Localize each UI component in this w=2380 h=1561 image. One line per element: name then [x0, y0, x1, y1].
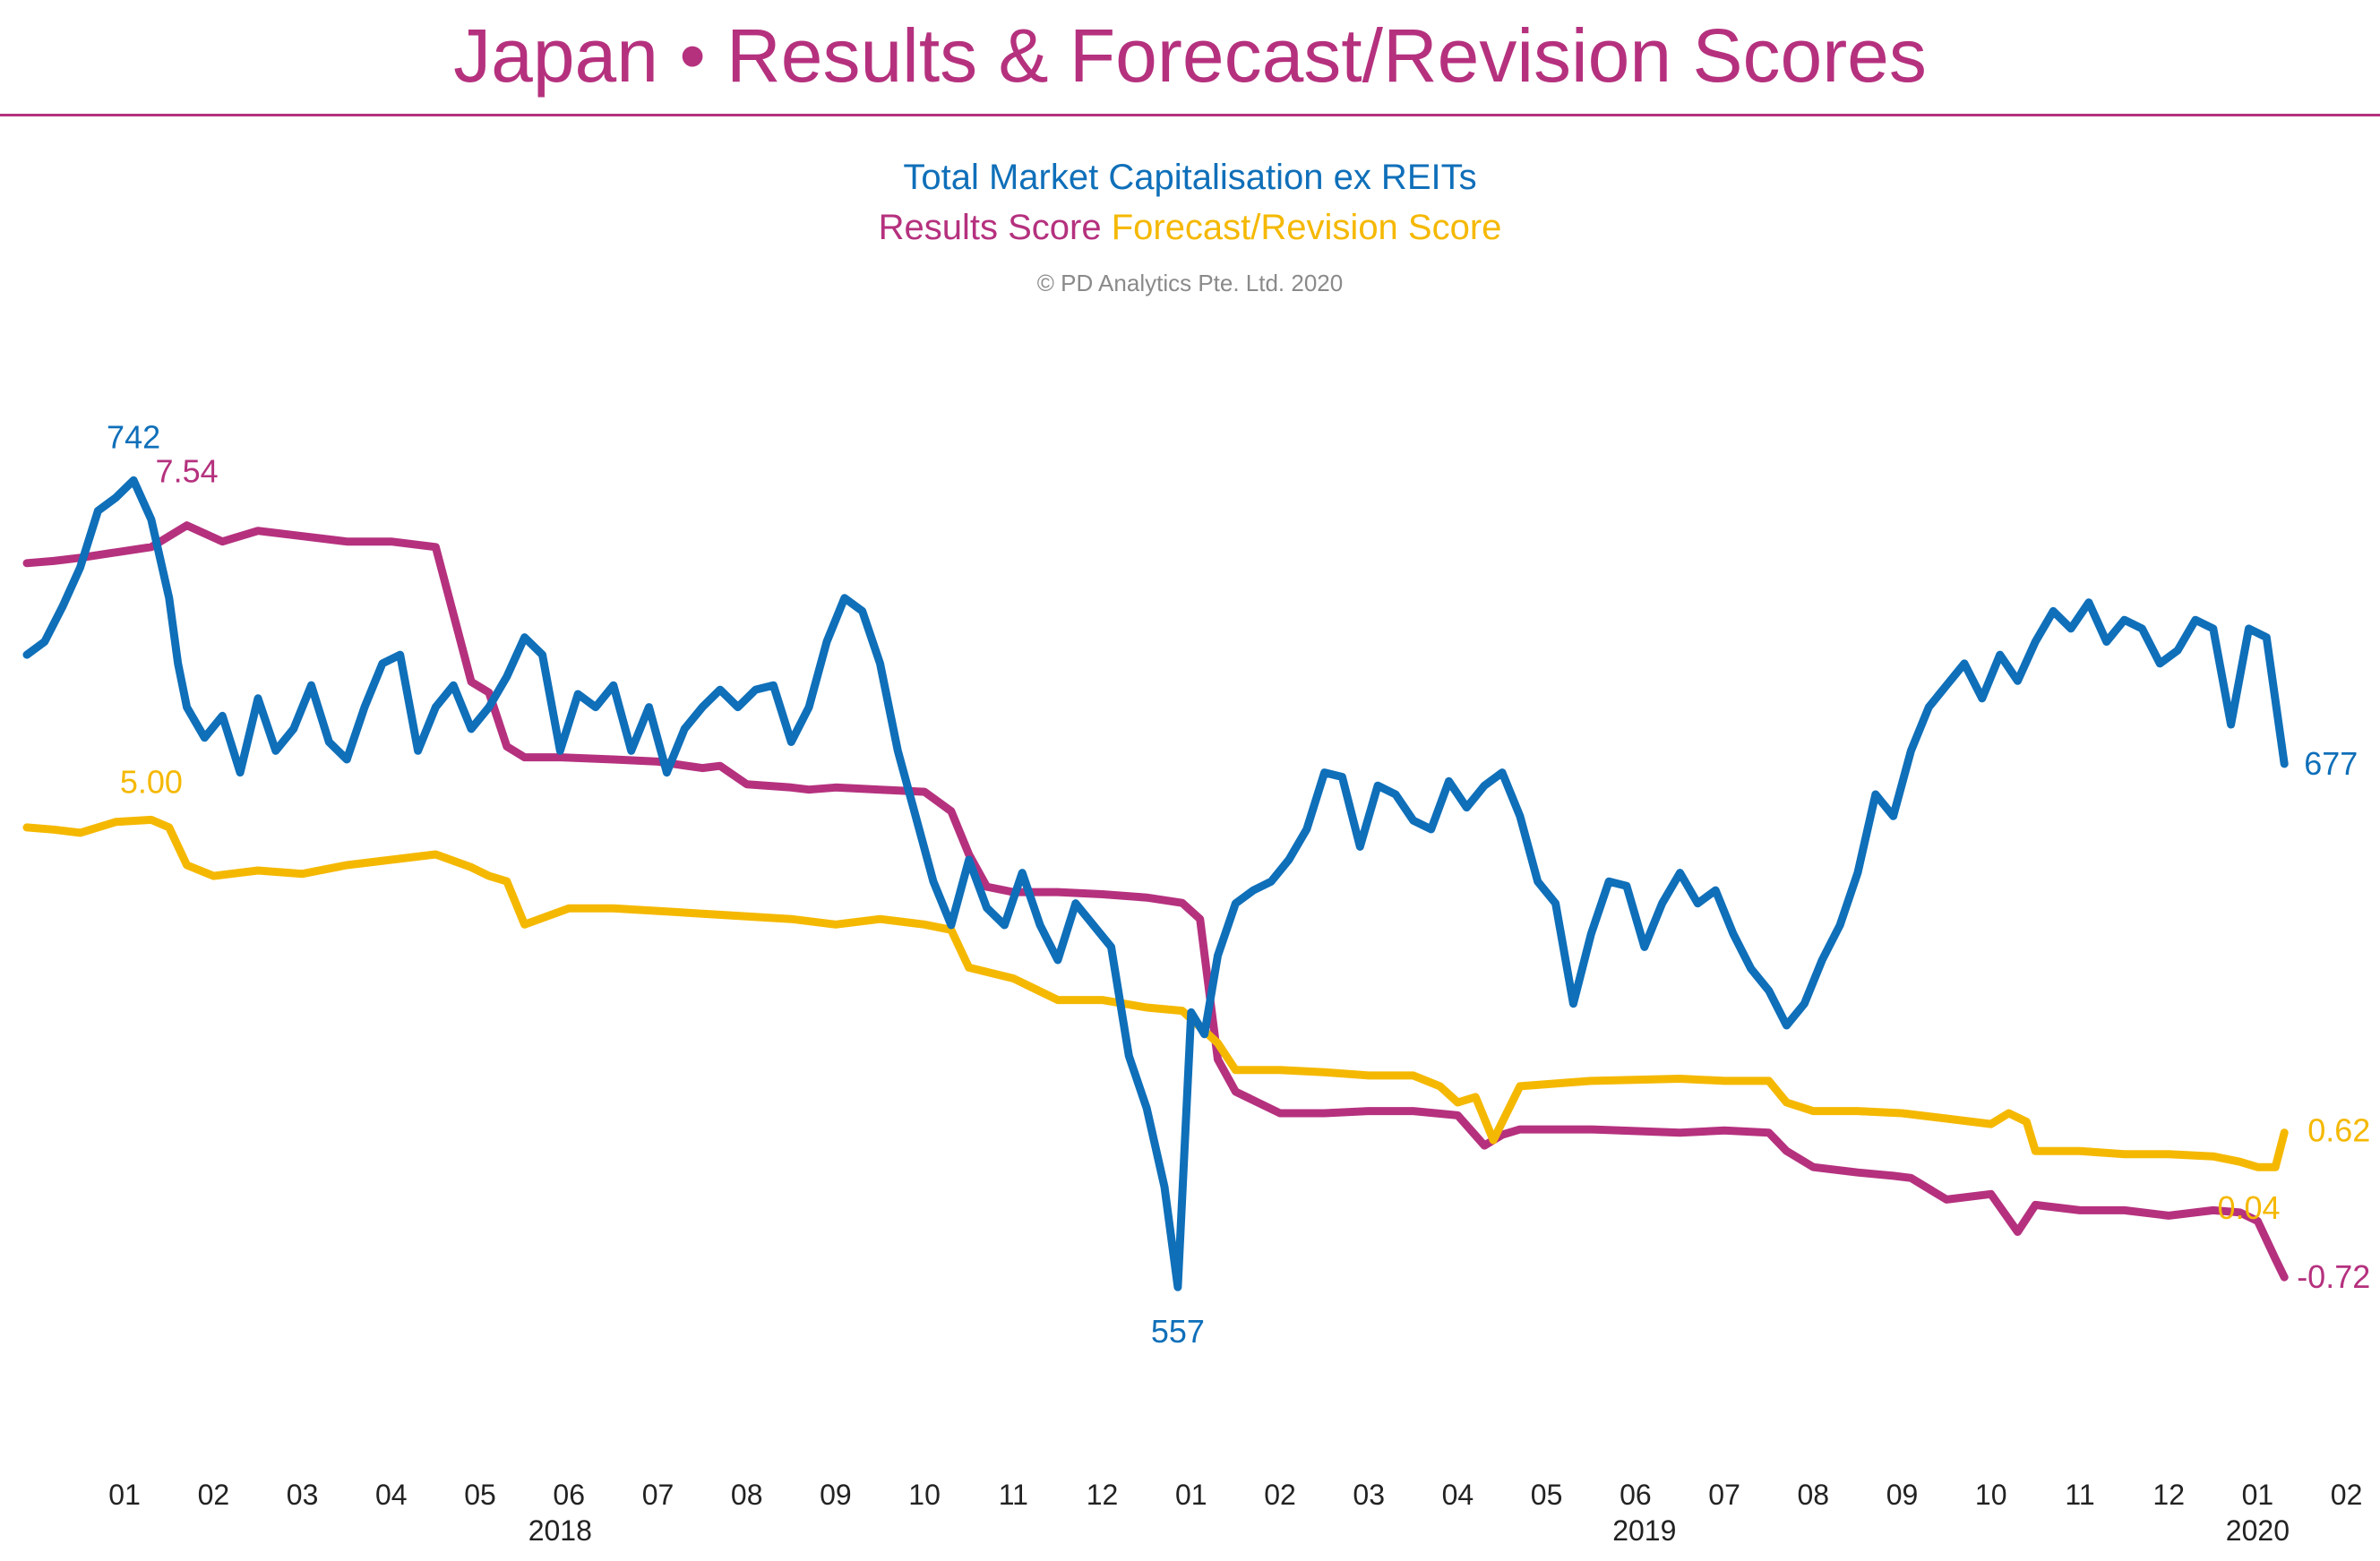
x-tick-label: 08	[731, 1479, 763, 1511]
annotation-label: 557	[1151, 1313, 1205, 1350]
series-line-results-score	[22, 521, 2289, 1282]
x-tick-label: 06	[553, 1479, 585, 1511]
x-tick-label: 01	[108, 1479, 141, 1511]
x-tick-label: 12	[1087, 1479, 1119, 1511]
annotation-label: -0.72	[2297, 1258, 2370, 1295]
x-tick-label: 01	[1175, 1479, 1207, 1511]
subtitle-market-cap: Total Market Capitalisation ex REITs	[903, 158, 1477, 197]
x-tick-label: 01	[2242, 1479, 2274, 1511]
year-label-2020: 2020	[2226, 1514, 2290, 1547]
header-bar: Japan • Results & Forecast/Revision Scor…	[0, 0, 2380, 116]
x-tick-label: 03	[287, 1479, 319, 1511]
x-tick-label: 02	[2331, 1479, 2363, 1511]
legend-forecast-score: Forecast/Revision Score	[1111, 208, 1502, 247]
year-label-2018: 2018	[528, 1514, 592, 1547]
copyright-text: © PD Analytics Pte. Ltd. 2020	[1036, 270, 1344, 296]
series-line-total-market-capitalisation-ex-reits	[22, 476, 2289, 1291]
x-axis-ticks: 01 02 03 04 05 06 07 08 09 10 11 12 01 02 03 04 05 06 07 08…	[108, 1479, 2362, 1511]
annotation-label: 742	[107, 418, 160, 455]
x-tick-label: 10	[908, 1479, 941, 1511]
x-tick-label: 06	[1620, 1479, 1652, 1511]
x-tick-label: 12	[2152, 1479, 2185, 1511]
annotation-label: 0.62	[2307, 1112, 2370, 1149]
x-tick-label: 07	[1708, 1479, 1740, 1511]
x-tick-label: 04	[1442, 1479, 1474, 1511]
x-tick-label: 09	[1886, 1479, 1919, 1511]
x-tick-label: 05	[464, 1479, 496, 1511]
legend-results-score: Results Score	[878, 208, 1102, 247]
year-label-2019: 2019	[1612, 1514, 1676, 1547]
annotation-label: 5.00	[120, 763, 183, 800]
x-axis-years: 2018 2019 2020	[528, 1514, 2290, 1547]
x-tick-label: 04	[375, 1479, 408, 1511]
subtitle-legend: Results Score Forecast/Revision Score	[0, 202, 2380, 253]
x-tick-label: 08	[1798, 1479, 1830, 1511]
x-tick-label: 03	[1353, 1479, 1385, 1511]
x-tick-label: 05	[1531, 1479, 1563, 1511]
x-tick-label: 02	[198, 1479, 230, 1511]
annotation-label: 677	[2304, 745, 2358, 782]
series-layer	[22, 476, 2289, 1291]
annotation-label: 0.04	[2217, 1189, 2280, 1226]
x-tick-label: 11	[2065, 1479, 2094, 1511]
x-tick-label: 02	[1264, 1479, 1296, 1511]
x-tick-label: 09	[820, 1479, 852, 1511]
x-tick-label: 11	[999, 1479, 1028, 1511]
annotation-label: 7.54	[156, 453, 219, 490]
series-line-forecast-revision-score	[22, 815, 2289, 1171]
x-tick-label: 10	[1975, 1479, 2007, 1511]
x-tick-label: 07	[642, 1479, 674, 1511]
page-title: Japan • Results & Forecast/Revision Scor…	[453, 13, 1927, 98]
